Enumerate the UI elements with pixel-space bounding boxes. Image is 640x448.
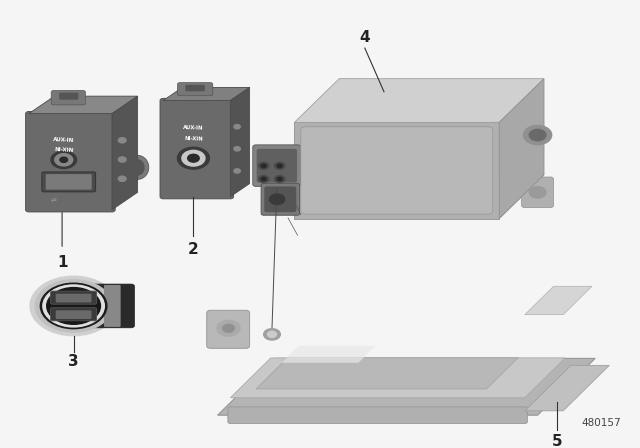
Polygon shape (230, 358, 565, 398)
Polygon shape (230, 87, 250, 197)
Circle shape (277, 177, 282, 181)
Text: NI-XIN: NI-XIN (54, 147, 74, 153)
Circle shape (118, 157, 126, 162)
Circle shape (40, 283, 107, 329)
Circle shape (524, 125, 552, 145)
FancyBboxPatch shape (264, 186, 296, 212)
FancyBboxPatch shape (160, 99, 234, 199)
FancyBboxPatch shape (56, 294, 92, 302)
Circle shape (529, 129, 546, 141)
Polygon shape (282, 346, 376, 363)
Circle shape (234, 125, 241, 129)
Circle shape (188, 154, 199, 162)
Circle shape (118, 176, 126, 181)
Circle shape (35, 280, 112, 332)
Circle shape (261, 164, 266, 168)
Circle shape (47, 288, 100, 324)
Text: NI-XIN: NI-XIN (184, 136, 203, 142)
Circle shape (277, 164, 282, 168)
Polygon shape (294, 122, 499, 219)
Circle shape (269, 194, 285, 205)
Text: 3: 3 (68, 354, 79, 370)
Polygon shape (163, 87, 250, 100)
Ellipse shape (131, 159, 145, 176)
Circle shape (43, 285, 104, 327)
Text: 4: 4 (360, 30, 370, 45)
FancyBboxPatch shape (26, 112, 115, 212)
Circle shape (223, 324, 234, 332)
FancyBboxPatch shape (45, 174, 92, 190)
Circle shape (268, 331, 276, 337)
Polygon shape (218, 358, 595, 415)
Circle shape (55, 154, 73, 166)
FancyBboxPatch shape (42, 172, 95, 192)
Circle shape (259, 176, 269, 182)
Text: 2: 2 (188, 241, 199, 257)
FancyBboxPatch shape (51, 308, 97, 321)
Circle shape (275, 162, 285, 169)
Circle shape (217, 320, 240, 336)
FancyBboxPatch shape (261, 183, 300, 215)
Ellipse shape (126, 155, 148, 179)
FancyBboxPatch shape (301, 127, 493, 214)
FancyBboxPatch shape (207, 310, 250, 349)
Polygon shape (29, 96, 138, 114)
Circle shape (177, 147, 209, 169)
FancyBboxPatch shape (51, 291, 97, 304)
FancyBboxPatch shape (257, 149, 297, 182)
Text: 480157: 480157 (581, 418, 621, 428)
Circle shape (234, 169, 241, 173)
Polygon shape (525, 286, 592, 314)
Circle shape (259, 162, 269, 169)
Circle shape (264, 329, 280, 340)
FancyBboxPatch shape (253, 145, 301, 186)
FancyBboxPatch shape (59, 93, 78, 99)
Circle shape (30, 276, 117, 336)
Text: 1: 1 (57, 255, 67, 270)
Polygon shape (525, 366, 609, 411)
Polygon shape (112, 96, 138, 210)
Text: ⇌: ⇌ (51, 197, 57, 203)
FancyBboxPatch shape (228, 407, 527, 423)
Text: AUX-IN: AUX-IN (53, 138, 74, 144)
FancyBboxPatch shape (177, 82, 212, 96)
Circle shape (60, 157, 68, 163)
FancyBboxPatch shape (51, 90, 85, 105)
FancyBboxPatch shape (186, 85, 205, 91)
Text: 5: 5 (552, 434, 562, 448)
FancyBboxPatch shape (56, 310, 92, 319)
Polygon shape (294, 79, 544, 122)
Circle shape (275, 176, 285, 182)
Circle shape (118, 138, 126, 143)
FancyBboxPatch shape (104, 285, 120, 327)
Circle shape (51, 151, 77, 168)
Circle shape (261, 177, 266, 181)
Polygon shape (294, 175, 544, 219)
Circle shape (529, 187, 546, 198)
Text: AUX-IN: AUX-IN (183, 125, 204, 130)
Polygon shape (256, 358, 518, 389)
FancyBboxPatch shape (70, 284, 134, 328)
Polygon shape (499, 79, 544, 219)
Circle shape (234, 146, 241, 151)
Circle shape (182, 151, 205, 166)
FancyBboxPatch shape (522, 177, 554, 207)
